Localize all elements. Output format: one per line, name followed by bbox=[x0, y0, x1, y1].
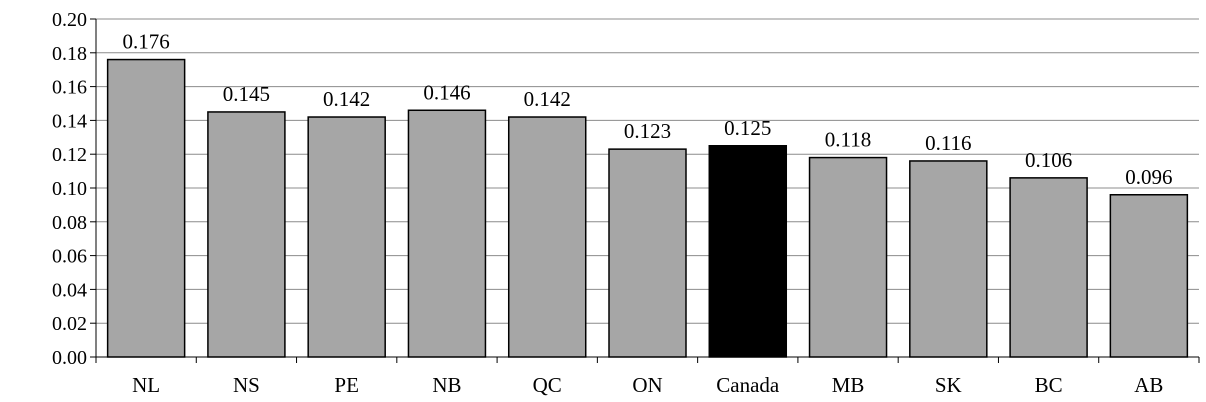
bar-qc bbox=[507, 116, 587, 358]
data-label-bc: 0.106 bbox=[1025, 148, 1072, 172]
labels-layer: 0.00 0.02 0.04 0.06 0.08 0.10 0.12 0.14 0.16 0.18… bbox=[52, 9, 1172, 397]
x-tick-label-qc: QC bbox=[533, 373, 562, 397]
data-label-qc: 0.142 bbox=[524, 87, 571, 111]
data-label-on: 0.123 bbox=[624, 119, 671, 143]
bar-bc bbox=[1009, 177, 1088, 358]
y-tick-label: 0.18 bbox=[52, 43, 87, 65]
bar-ns bbox=[207, 111, 286, 358]
bar-on bbox=[608, 148, 687, 358]
x-tick-label-bc: BC bbox=[1035, 373, 1063, 397]
y-tick-label: 0.06 bbox=[52, 246, 87, 268]
bar-nl bbox=[106, 58, 186, 358]
x-tick-label-sk: SK bbox=[935, 373, 962, 397]
x-tick-label-nb: NB bbox=[432, 373, 461, 397]
data-label-pe: 0.142 bbox=[323, 87, 370, 111]
x-tick-label-canada: Canada bbox=[716, 373, 780, 397]
bar-pe bbox=[307, 116, 386, 358]
data-label-ns: 0.145 bbox=[223, 82, 270, 106]
data-label-nl: 0.176 bbox=[123, 30, 170, 54]
y-tick-label: 0.16 bbox=[52, 77, 87, 99]
y-tick-label: 0.00 bbox=[52, 347, 87, 369]
data-label-nb: 0.146 bbox=[423, 80, 470, 104]
x-tick-label-nl: NL bbox=[132, 373, 160, 397]
bar-canada bbox=[708, 145, 788, 358]
y-tick-label: 0.08 bbox=[52, 212, 87, 234]
y-tick-label: 0.12 bbox=[52, 144, 87, 166]
y-tick-label: 0.04 bbox=[52, 279, 87, 301]
y-tick-label: 0.10 bbox=[52, 178, 87, 200]
data-label-canada: 0.125 bbox=[724, 116, 771, 140]
y-tick-label: 0.02 bbox=[52, 313, 87, 335]
y-tick-label: 0.20 bbox=[52, 9, 87, 31]
bar-ab bbox=[1109, 194, 1189, 358]
data-label-mb: 0.118 bbox=[825, 128, 871, 152]
data-label-ab: 0.096 bbox=[1125, 165, 1172, 189]
bar-sk bbox=[909, 160, 988, 358]
x-tick-label-mb: MB bbox=[832, 373, 865, 397]
x-tick-label-on: ON bbox=[632, 373, 662, 397]
y-tick-label: 0.14 bbox=[52, 110, 87, 132]
bar-mb bbox=[808, 156, 888, 358]
x-tick-label-ab: AB bbox=[1134, 373, 1163, 397]
data-label-sk: 0.116 bbox=[925, 131, 971, 155]
x-tick-label-pe: PE bbox=[334, 373, 359, 397]
axis-layer bbox=[90, 18, 1200, 363]
x-tick-label-ns: NS bbox=[233, 373, 260, 397]
bar-nb bbox=[407, 109, 487, 358]
